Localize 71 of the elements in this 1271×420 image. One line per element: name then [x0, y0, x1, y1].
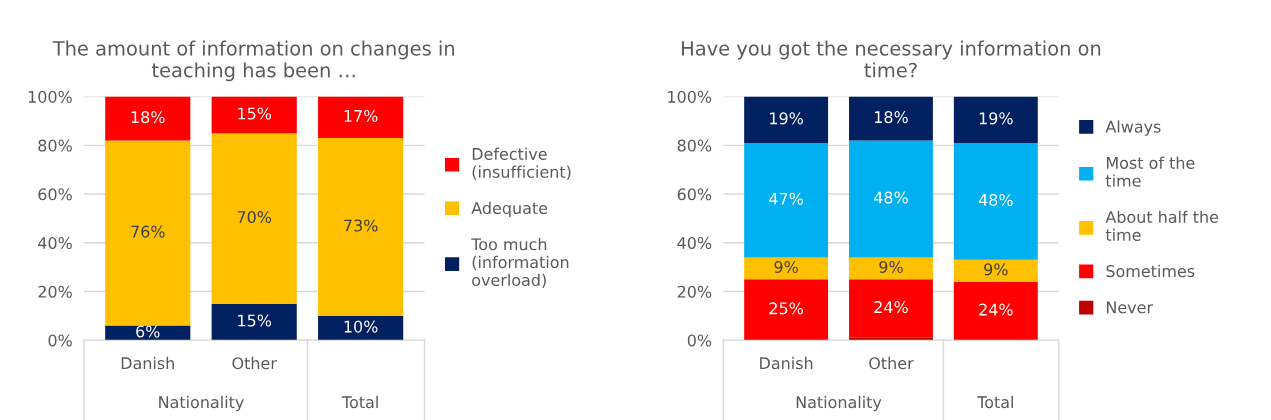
- data-label: 47%: [769, 192, 803, 205]
- data-label: 9%: [984, 263, 1008, 276]
- data-label: 9%: [879, 260, 903, 273]
- bar: [744, 142, 829, 258]
- data-label: 15%: [238, 314, 272, 327]
- y-tick-label: 40%: [677, 236, 712, 250]
- bar: [318, 138, 404, 316]
- data-label: 24%: [874, 301, 908, 314]
- x-tick-label: Danish: [121, 356, 174, 370]
- data-label: 17%: [344, 109, 378, 122]
- legend-label: Defective (insufficient): [472, 147, 571, 180]
- data-label: 10%: [344, 320, 378, 333]
- data-label: 70%: [237, 210, 272, 224]
- x-tick-label: Other: [232, 356, 277, 370]
- bar: [211, 133, 297, 304]
- bar: [849, 140, 933, 258]
- text: Total: [977, 395, 1013, 409]
- legend-label: About half the time: [1105, 210, 1219, 241]
- bar: [105, 140, 191, 326]
- y-tick-label: 100%: [28, 90, 72, 103]
- bar: [744, 279, 829, 341]
- data-label: 48%: [874, 191, 908, 204]
- legend-label: Too much (information overload): [471, 237, 569, 288]
- data-label: 73%: [344, 219, 378, 232]
- text: Total: [341, 395, 378, 409]
- y-tick-label: 80%: [38, 139, 72, 152]
- y-tick-label: 20%: [38, 285, 72, 298]
- y-tick-label: 20%: [677, 285, 712, 298]
- data-label: 19%: [979, 112, 1013, 125]
- legend-label: Always: [1105, 120, 1161, 136]
- bar: [849, 257, 933, 280]
- data-label: 6%: [136, 325, 160, 338]
- data-label: 9%: [774, 260, 798, 273]
- bar: [849, 96, 933, 141]
- bar: [953, 259, 1038, 282]
- bar: [105, 96, 191, 141]
- bar: [953, 281, 1038, 341]
- data-label: 18%: [131, 111, 165, 124]
- bar: [318, 315, 404, 341]
- bar: [211, 303, 297, 341]
- y-tick-label: 40%: [38, 236, 72, 250]
- bar: [744, 257, 829, 280]
- bar: [953, 96, 1038, 143]
- bar: [211, 96, 297, 134]
- y-tick-label: 60%: [677, 188, 712, 201]
- data-label: 25%: [769, 302, 803, 315]
- data-label: 48%: [978, 193, 1013, 206]
- bar: [318, 96, 404, 139]
- data-label: 19%: [770, 112, 803, 125]
- y-tick-label: 80%: [677, 139, 712, 152]
- y-tick-label: 0%: [48, 334, 72, 347]
- legend-label: Most of the time: [1105, 156, 1195, 187]
- bar: [744, 96, 829, 143]
- legend-label: Sometimes: [1106, 264, 1195, 278]
- text: Nationality: [159, 395, 244, 412]
- legend-label: Adequate: [471, 201, 548, 218]
- y-tick-label: 0%: [687, 334, 712, 347]
- y-tick-label: 100%: [668, 90, 712, 103]
- x-tick-label: Other: [869, 356, 914, 370]
- chart-title: The amount of information on changes in teaching has been …: [52, 40, 454, 82]
- bar: [953, 142, 1038, 260]
- data-label: 24%: [979, 303, 1013, 316]
- y-tick-label: 60%: [38, 188, 72, 201]
- legend-label: Never: [1106, 301, 1153, 314]
- data-label: 15%: [238, 107, 272, 120]
- bar: [849, 279, 933, 338]
- data-label: 76%: [131, 225, 165, 238]
- x-tick-label: Danish: [760, 356, 813, 370]
- text: Nationality: [796, 395, 882, 412]
- data-label: 18%: [874, 111, 908, 124]
- chart-title: Have you got the necessary information on time?: [682, 40, 1101, 78]
